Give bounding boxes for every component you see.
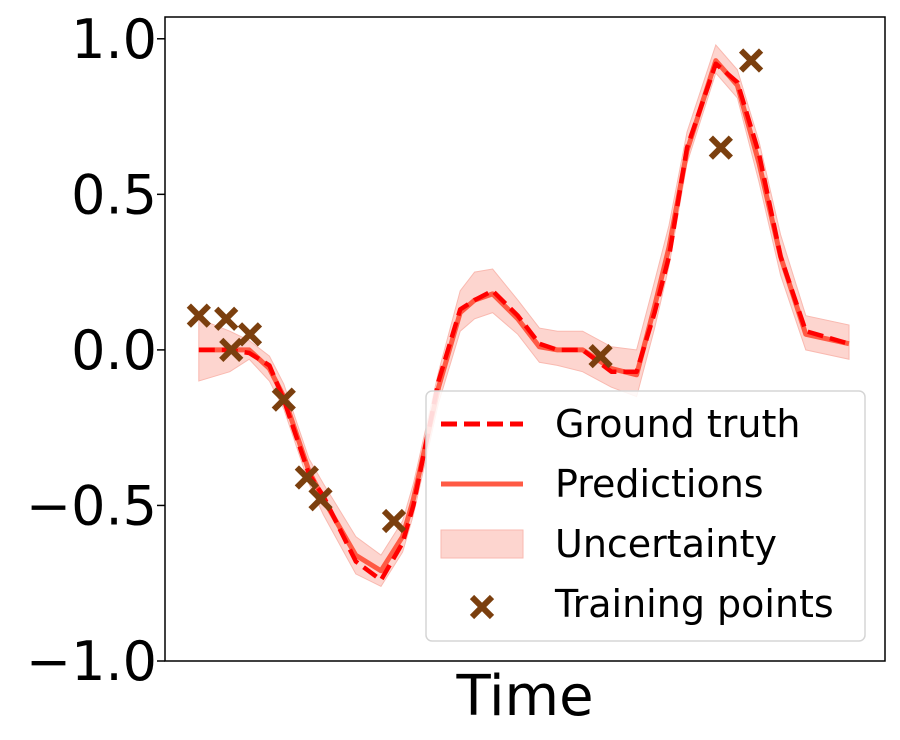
training-point [308, 487, 333, 512]
y-tick-label: 0.0 [71, 319, 157, 382]
legend-label: Uncertainty [555, 522, 777, 566]
y-tick-label: −0.5 [26, 474, 157, 537]
training-point [588, 343, 613, 369]
x-marker-stroke [469, 594, 495, 620]
legend-swatch-training-points [469, 594, 495, 620]
legend-label: Ground truth [555, 402, 800, 446]
y-axis: −1.0 −0.5 0.0 0.5 1.0 [26, 8, 165, 693]
x-marker-stroke [219, 337, 244, 363]
training-point [214, 306, 239, 331]
y-tick-label: 1.0 [71, 8, 157, 71]
legend-swatch-uncertainty [440, 529, 524, 559]
training-point [294, 465, 319, 490]
y-tick-label: 0.5 [71, 163, 157, 226]
x-marker-stroke [381, 508, 407, 534]
axes-frame [164, 16, 886, 662]
legend-box [425, 390, 866, 642]
legend-item: Training points [469, 582, 834, 626]
legend-item: Predictions [441, 462, 764, 506]
x-marker-stroke [738, 48, 764, 73]
training-point [271, 387, 296, 412]
x-axis-label: Time [455, 664, 593, 729]
x-marker-stroke [186, 303, 211, 328]
plot-area [186, 44, 850, 587]
x-marker-stroke [271, 387, 296, 412]
legend-label: Predictions [555, 462, 764, 506]
legend-label: Training points [554, 582, 834, 626]
legend-item: Ground truth [441, 402, 800, 446]
x-marker-stroke [308, 487, 333, 512]
legend-item: Uncertainty [440, 522, 777, 566]
training-point [708, 135, 733, 160]
training-point [219, 337, 244, 363]
legend: Ground truth Predictions Uncertainty Traini… [425, 390, 866, 642]
x-marker-stroke [214, 306, 239, 331]
x-marker-stroke [237, 322, 263, 347]
training-point [381, 508, 407, 534]
x-marker-stroke [294, 465, 319, 490]
training-point [738, 48, 764, 73]
x-marker-stroke [588, 343, 613, 369]
training-point [237, 322, 263, 347]
ground-truth-line [198, 61, 850, 583]
y-tick-label: −1.0 [26, 630, 157, 693]
training-point [186, 303, 211, 328]
x-marker-stroke [708, 135, 733, 160]
uncertainty-band [198, 44, 850, 587]
